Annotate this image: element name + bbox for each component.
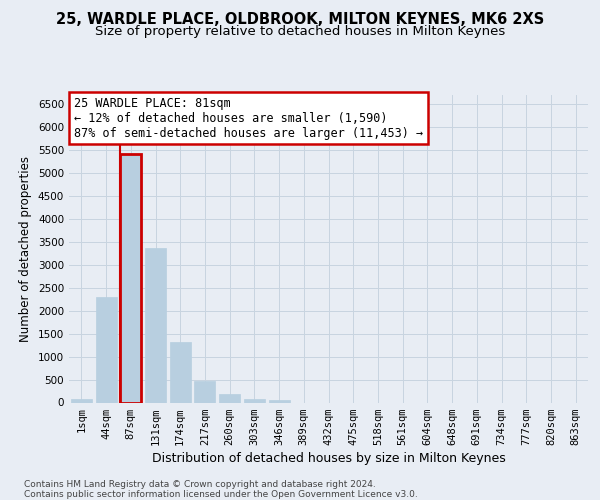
Bar [71, 399, 92, 402]
Y-axis label: Number of detached properties: Number of detached properties [19, 156, 32, 342]
Bar [219, 394, 240, 402]
Text: Contains HM Land Registry data © Crown copyright and database right 2024.
Contai: Contains HM Land Registry data © Crown c… [24, 480, 418, 499]
Bar [145, 248, 166, 402]
Bar [194, 381, 215, 402]
Bar [269, 400, 290, 402]
Bar [120, 154, 141, 402]
Bar [244, 398, 265, 402]
Bar [95, 297, 116, 403]
X-axis label: Distribution of detached houses by size in Milton Keynes: Distribution of detached houses by size … [152, 452, 505, 465]
Text: 25 WARDLE PLACE: 81sqm
← 12% of detached houses are smaller (1,590)
87% of semi-: 25 WARDLE PLACE: 81sqm ← 12% of detached… [74, 96, 424, 140]
Text: 25, WARDLE PLACE, OLDBROOK, MILTON KEYNES, MK6 2XS: 25, WARDLE PLACE, OLDBROOK, MILTON KEYNE… [56, 12, 544, 28]
Bar [170, 342, 191, 402]
Text: Size of property relative to detached houses in Milton Keynes: Size of property relative to detached ho… [95, 25, 505, 38]
